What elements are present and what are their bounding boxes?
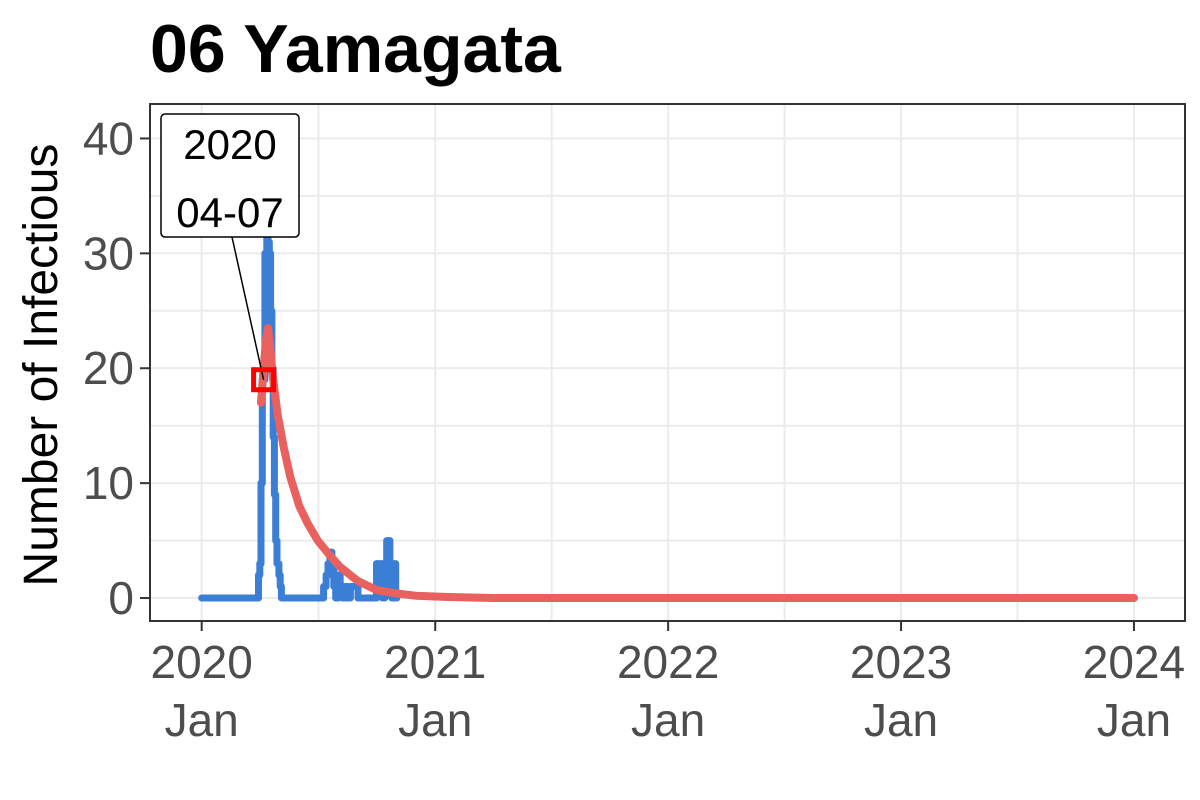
annotation-label-line1: 2020 [183, 121, 276, 168]
x-tick-label-month: Jan [864, 694, 938, 746]
x-tick-label-month: Jan [1097, 694, 1171, 746]
x-tick-label-year: 2021 [384, 636, 486, 688]
annotation-label-line2: 04-07 [176, 189, 283, 236]
y-tick-label: 0 [108, 572, 134, 624]
x-tick-label-month: Jan [165, 694, 239, 746]
y-tick-label: 10 [83, 457, 134, 509]
annotation-layer: 2020 04-07 [160, 113, 300, 393]
x-tick-label-year: 2024 [1083, 636, 1185, 688]
x-tick-label-year: 2023 [850, 636, 952, 688]
x-tick-label-year: 2022 [617, 636, 719, 688]
y-tick-label: 20 [83, 342, 134, 394]
y-axis-label: Number of Infectious [15, 144, 68, 587]
annotation-marker [251, 367, 277, 393]
y-tick-label: 30 [83, 227, 134, 279]
y-tick-label: 40 [83, 112, 134, 164]
x-tick-label-month: Jan [631, 694, 705, 746]
x-tick-label-month: Jan [398, 694, 472, 746]
annotation-label-box [160, 113, 300, 238]
chart-title: 06 Yamagata [150, 11, 562, 87]
x-tick-label-year: 2020 [151, 636, 253, 688]
series-line-fitted [257, 324, 1138, 602]
axes: 0 10 20 30 40 2020 Jan 2021 Jan 2022 Jan 2023 Jan 202… [83, 112, 1185, 746]
annotation-pointer-line [231, 236, 265, 380]
